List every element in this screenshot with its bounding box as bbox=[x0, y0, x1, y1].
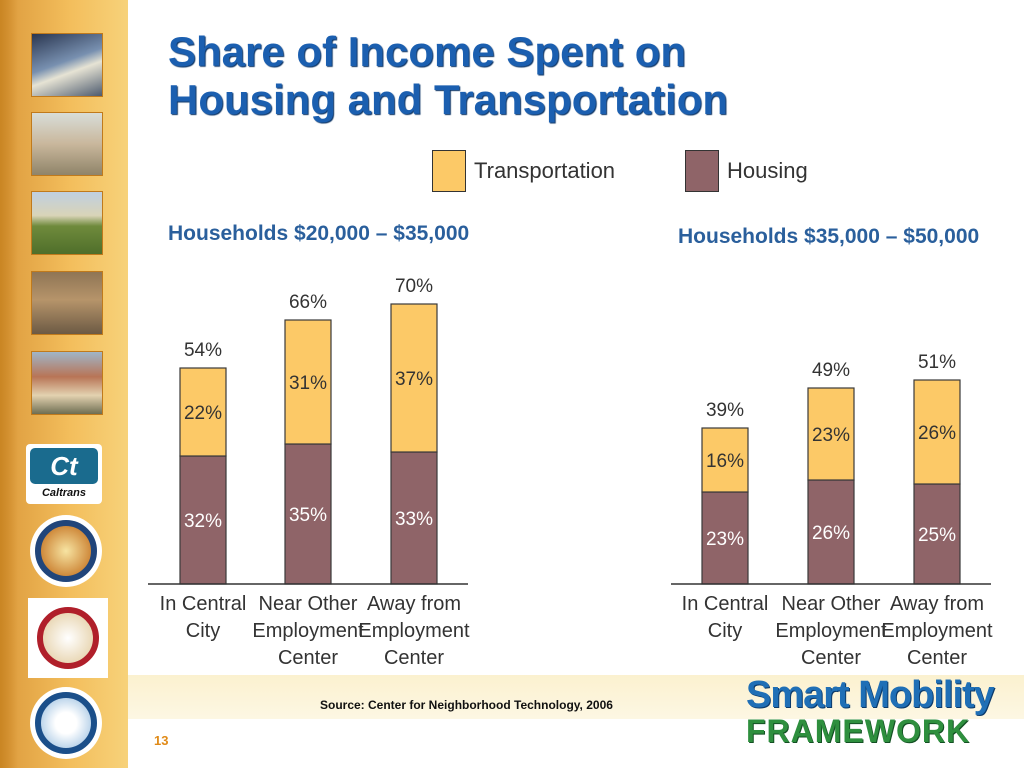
bar-label-transportation: 22% bbox=[184, 403, 222, 424]
truck-photo bbox=[31, 112, 103, 176]
bar-label-transportation: 16% bbox=[706, 451, 744, 472]
bar-transportation bbox=[179, 367, 227, 457]
legend-swatch-transportation bbox=[432, 150, 466, 192]
bar-total-label: 70% bbox=[395, 276, 433, 297]
smart-mobility-framework-logo: Smart Mobility FRAMEWORK bbox=[746, 674, 995, 749]
bar-total-label: 49% bbox=[812, 360, 850, 381]
bar-transportation bbox=[284, 319, 332, 445]
legend-label-housing: Housing bbox=[727, 158, 808, 183]
bar-total-label: 51% bbox=[918, 352, 956, 373]
bar-total-label: 66% bbox=[289, 292, 327, 313]
houses-photo bbox=[31, 351, 103, 415]
caltrans-logo-text: Caltrans bbox=[41, 487, 87, 499]
bar-transportation bbox=[390, 303, 438, 453]
category-label: Away from bbox=[890, 593, 984, 615]
highway-photo bbox=[31, 191, 103, 255]
caltrans-logo: Ct Caltrans bbox=[26, 444, 102, 504]
slide-title: Share of Income Spent on Housing and Tra… bbox=[168, 28, 928, 124]
bar-label-housing: 25% bbox=[918, 525, 956, 546]
caltrans-ct-icon: Ct bbox=[30, 448, 98, 484]
footer-band bbox=[128, 675, 1024, 719]
category-label: In Central bbox=[682, 593, 769, 615]
legend-label-transportation: Transportation bbox=[474, 158, 616, 183]
chart-legend: Transportation Housing bbox=[432, 150, 808, 192]
pedestrian-photo bbox=[31, 271, 103, 335]
category-label: Away from bbox=[367, 593, 461, 615]
bar-total-label: 39% bbox=[706, 400, 744, 421]
bar-label-housing: 35% bbox=[289, 505, 327, 526]
bar-label-housing: 26% bbox=[812, 523, 850, 544]
opr-seal-icon bbox=[28, 598, 108, 678]
category-label: Center bbox=[907, 647, 967, 669]
traffic-photo bbox=[31, 33, 103, 97]
hcd-seal-icon bbox=[30, 515, 102, 587]
category-label: Near Other bbox=[782, 593, 881, 615]
category-label: Employment bbox=[358, 620, 470, 642]
bar-label-housing: 23% bbox=[706, 529, 744, 550]
category-label: Center bbox=[384, 647, 444, 669]
category-label: City bbox=[708, 620, 742, 642]
category-label: Employment bbox=[881, 620, 993, 642]
bar-label-transportation: 37% bbox=[395, 369, 433, 390]
legend-item-transportation: Transportation bbox=[432, 150, 615, 192]
page-number: 13 bbox=[154, 733, 169, 748]
category-label: Near Other bbox=[259, 593, 358, 615]
legend-swatch-housing bbox=[685, 150, 720, 192]
brand-line-1: Smart Mobility bbox=[746, 674, 995, 716]
bar-label-transportation: 31% bbox=[289, 373, 327, 394]
brand-line-2: FRAMEWORK bbox=[746, 713, 971, 749]
title-line-1: Share of Income Spent on bbox=[168, 28, 687, 75]
bar-housing bbox=[284, 443, 332, 585]
source-note: Source: Center for Neighborhood Technolo… bbox=[320, 698, 613, 712]
bar-housing bbox=[179, 455, 227, 585]
bar-transportation bbox=[807, 387, 855, 481]
title-line-2: Housing and Transportation bbox=[168, 76, 729, 123]
category-label: Center bbox=[801, 647, 861, 669]
legend-item-housing: Housing bbox=[685, 150, 808, 192]
category-label: Employment bbox=[252, 620, 364, 642]
category-label: Employment bbox=[775, 620, 887, 642]
bar-label-housing: 32% bbox=[184, 511, 222, 532]
bar-label-transportation: 26% bbox=[918, 423, 956, 444]
category-label: City bbox=[186, 620, 220, 642]
bar-total-label: 54% bbox=[184, 340, 222, 361]
epa-seal-icon bbox=[30, 687, 102, 759]
bar-housing bbox=[701, 491, 749, 585]
bar-label-transportation: 23% bbox=[812, 425, 850, 446]
chart-title-mid-income: Households $35,000 – $50,000 bbox=[678, 225, 980, 248]
bar-label-housing: 33% bbox=[395, 509, 433, 530]
bar-transportation bbox=[913, 379, 961, 485]
category-label: Center bbox=[278, 647, 338, 669]
chart-title-low-income: Households $20,000 – $35,000 bbox=[168, 222, 470, 245]
category-label: In Central bbox=[160, 593, 247, 615]
bar-transportation bbox=[701, 427, 749, 493]
